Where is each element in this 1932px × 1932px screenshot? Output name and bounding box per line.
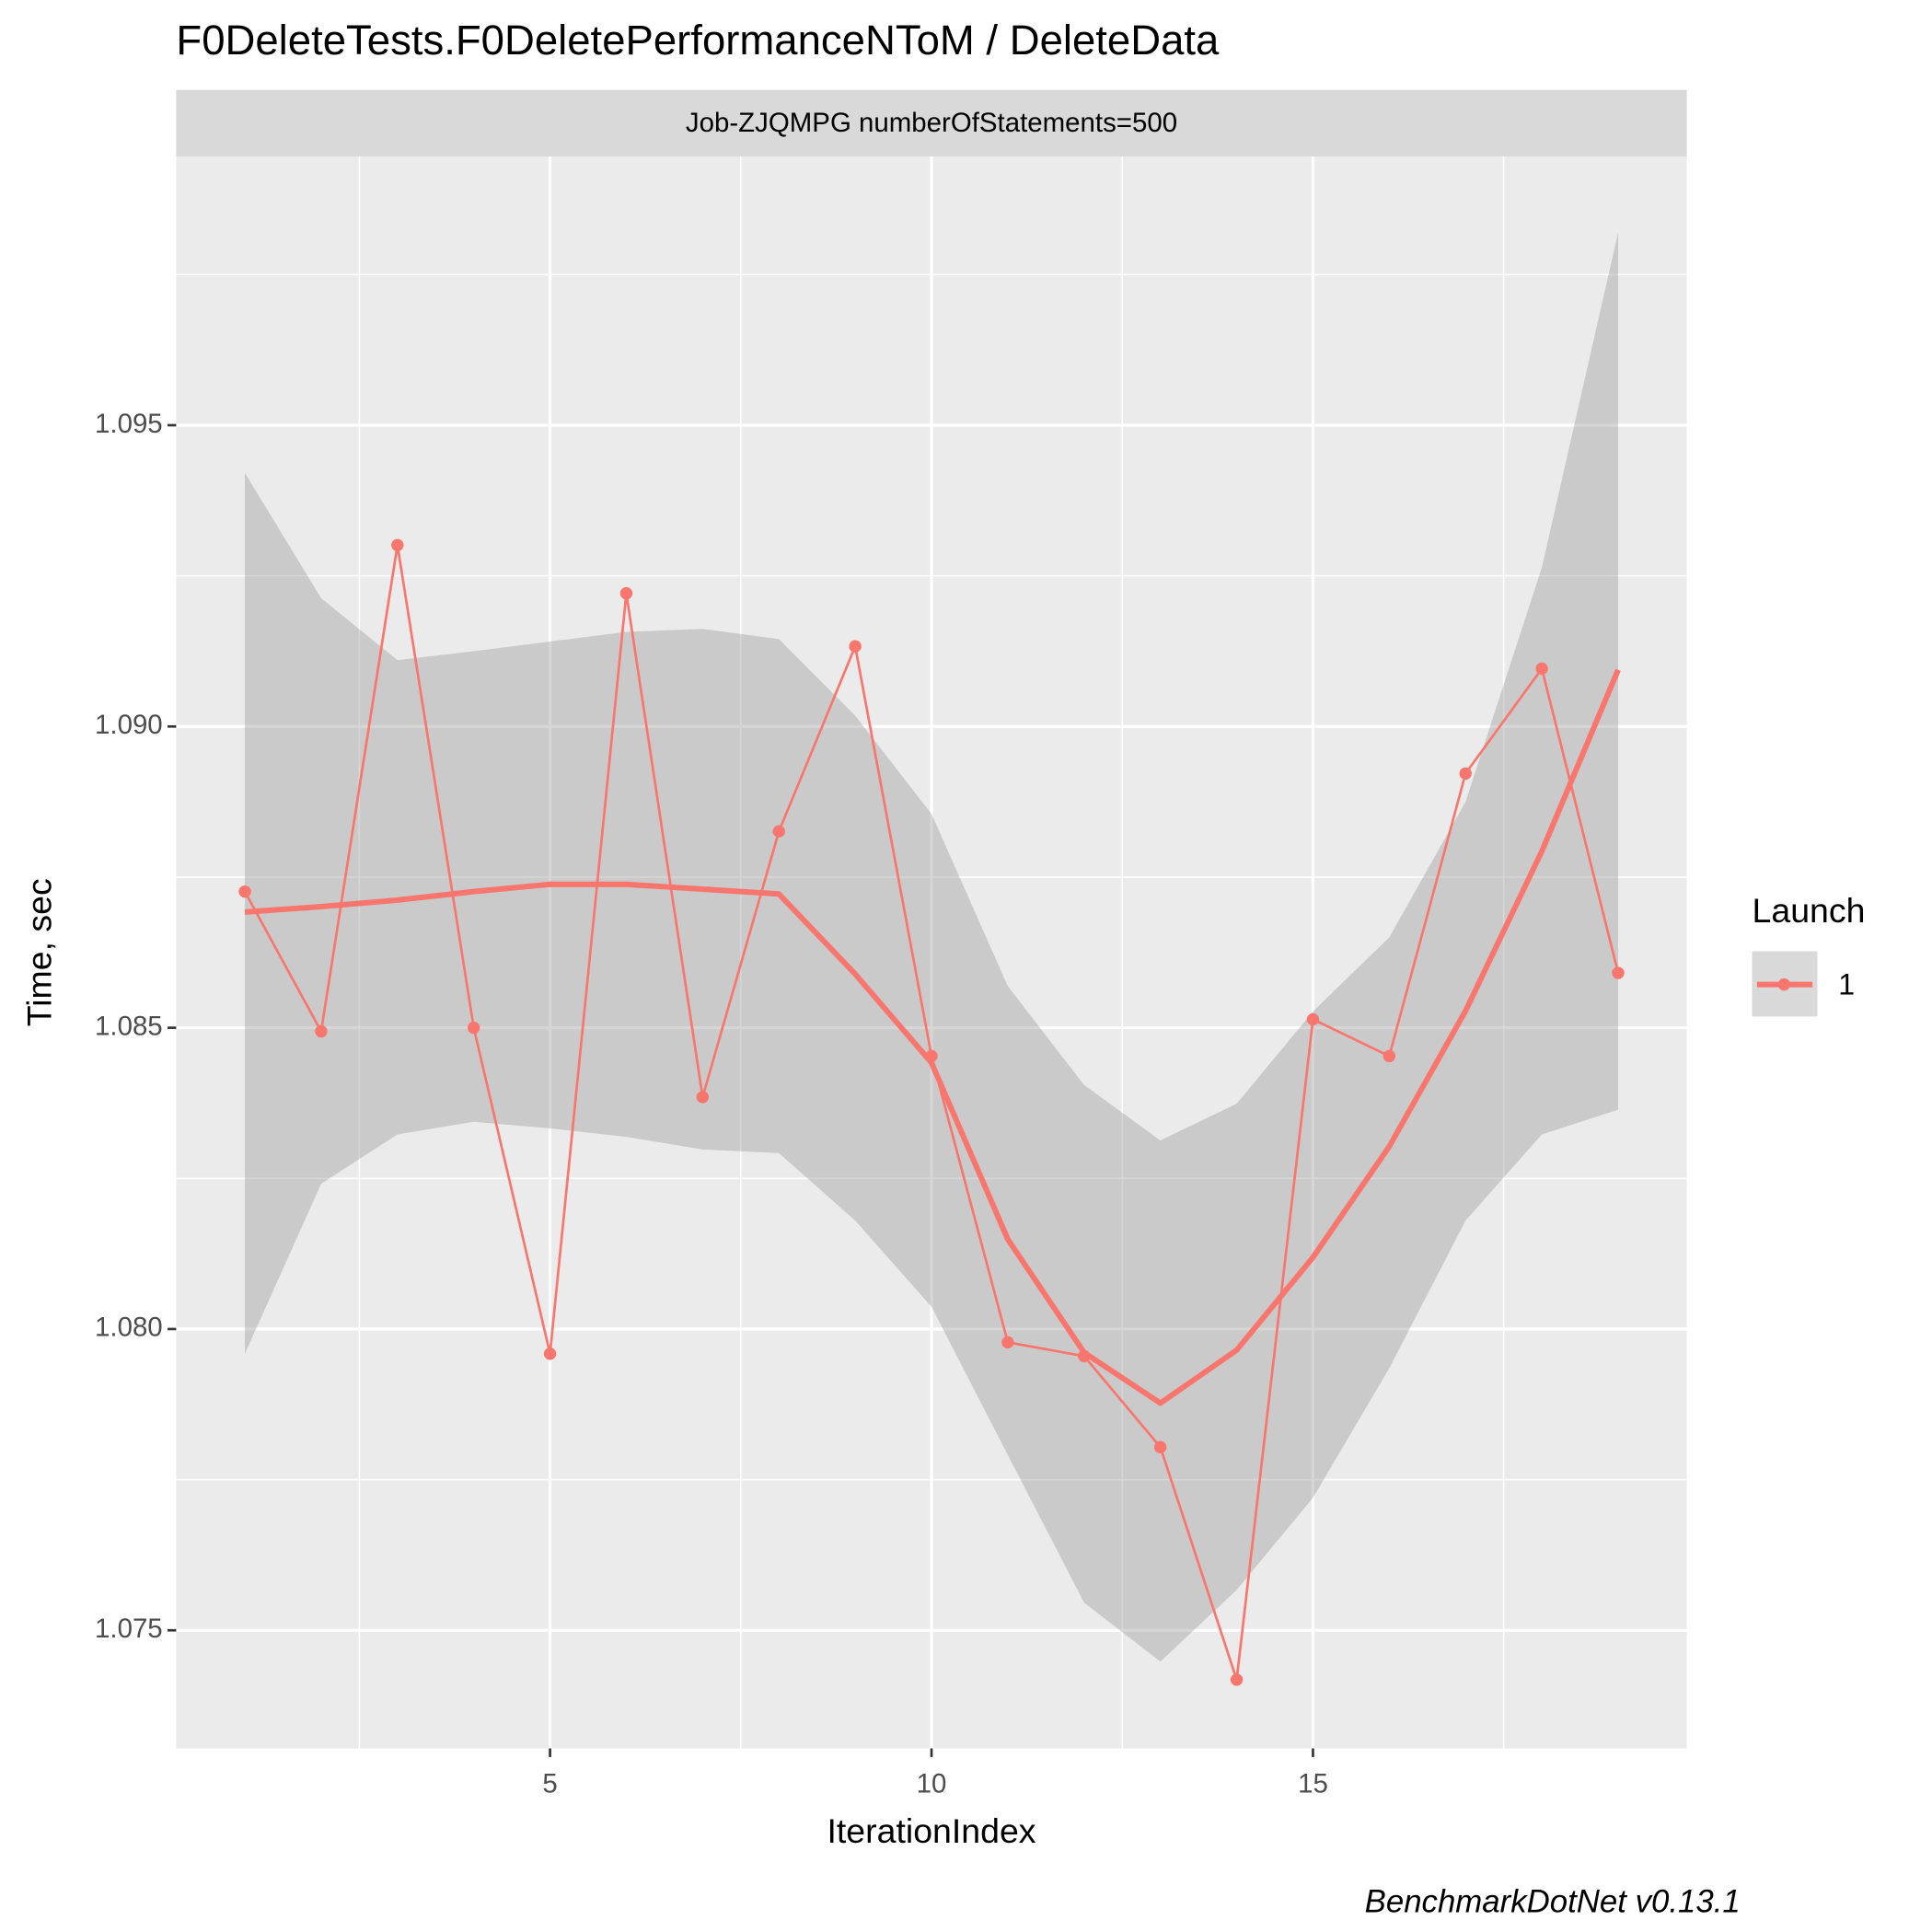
data-point (238, 885, 251, 898)
marks (238, 232, 1625, 1686)
data-point (772, 825, 785, 838)
data-point (1230, 1673, 1244, 1686)
y-axis-title: Time, sec (19, 878, 58, 1026)
x-tick-label: 15 (1298, 1768, 1328, 1799)
facet-label: Job-ZJQMPG numberOfStatements=500 (686, 108, 1177, 138)
facet-strip (176, 89, 1687, 157)
y-tick-label: 1.095 (95, 409, 163, 439)
data-point (849, 640, 862, 653)
data-point (391, 538, 404, 551)
smooth-line (244, 668, 1621, 1406)
data-point (543, 1348, 557, 1360)
legend-title: Launch (1753, 891, 1866, 930)
x-tick-label: 10 (917, 1768, 947, 1799)
chart-title: F0DeleteTests.F0DeletePerformanceNToM / … (176, 17, 1220, 64)
data-point (1306, 1012, 1320, 1026)
data-point (619, 586, 633, 600)
data-point (1459, 767, 1472, 781)
legend-point (1777, 978, 1791, 991)
y-tick-label: 1.090 (95, 710, 163, 740)
data-point (925, 1049, 938, 1063)
y-tick-label: 1.085 (95, 1011, 163, 1041)
data-point (1612, 966, 1625, 979)
data-point (1382, 1049, 1396, 1063)
data-point (1535, 662, 1548, 676)
grid (176, 156, 1687, 1749)
x-tick-label: 5 (542, 1768, 557, 1799)
y-tick-label: 1.080 (95, 1313, 163, 1343)
x-axis-title: IterationIndex (827, 1811, 1035, 1850)
data-point (696, 1091, 710, 1104)
data-point (1153, 1440, 1167, 1453)
data-point (1001, 1336, 1014, 1349)
data-point (315, 1024, 328, 1038)
y-tick-label: 1.075 (95, 1614, 163, 1644)
data-point (1078, 1349, 1091, 1363)
data-point (467, 1021, 480, 1035)
caption: BenchmarkDotNet v0.13.1 (1365, 1883, 1741, 1919)
legend-label: 1 (1838, 968, 1855, 1001)
